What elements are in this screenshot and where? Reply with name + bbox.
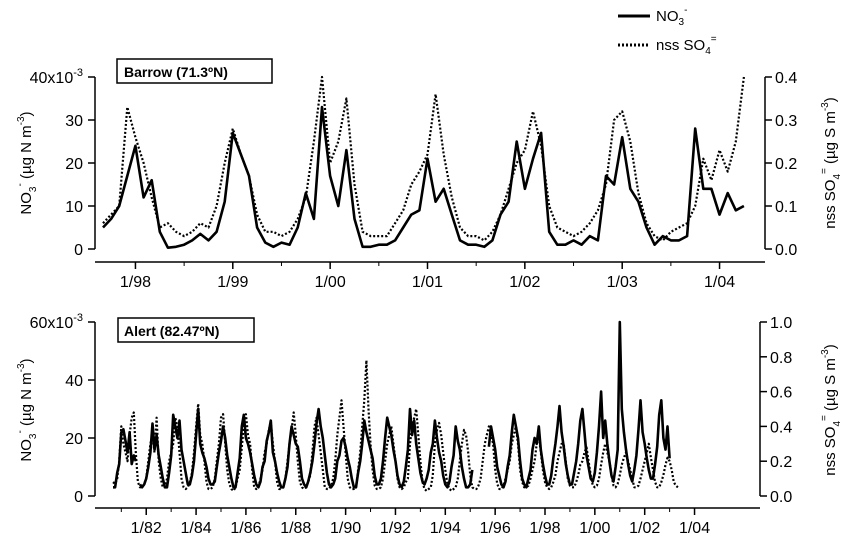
y-right-tick-label: 0.2 — [770, 454, 792, 471]
y-left-tick-label: 60x10-3 — [30, 312, 83, 332]
y-right-tick-label: 0.1 — [775, 199, 797, 216]
x-tick-label: 1/92 — [380, 520, 411, 537]
no3-series-line — [102, 105, 745, 249]
y-left-tick-label: 0 — [74, 242, 83, 259]
x-tick-label: 1/82 — [131, 520, 162, 537]
x-tick-label: 1/04 — [704, 274, 735, 291]
station-label-bottom: Alert (82.47ºN) — [124, 323, 219, 339]
y-left-tick-label: 10 — [65, 199, 83, 216]
x-tick-label: 1/90 — [330, 520, 361, 537]
x-tick-label: 1/88 — [280, 520, 311, 537]
y-right-tick-label: 0.8 — [770, 350, 792, 367]
station-label-box-top — [116, 58, 273, 84]
y-left-tick-label: 40 — [65, 373, 83, 390]
y-right-tick-label: 0.0 — [775, 242, 797, 259]
y-right-tick-label: 0.4 — [775, 70, 797, 87]
x-tick-label: 1/02 — [629, 520, 660, 537]
x-tick-label: 1/00 — [579, 520, 610, 537]
right-axis-ticks-bottom: 1.0 0.8 0.6 0.4 0.2 0.0 — [760, 315, 792, 506]
y-right-title-bottom: nss SO4= (µg S m-3) — [819, 344, 843, 475]
y-right-title-top: nss SO4= (µg S m-3) — [819, 97, 843, 228]
so4-series-line — [112, 359, 679, 492]
y-left-title-top: NO3- (µg N m-3) — [15, 111, 39, 214]
y-left-tick-label: 0 — [74, 489, 83, 506]
left-axis-ticks-bottom: 60x10-3 40 20 0 — [30, 312, 95, 506]
panel-top: Barrow (71.3ºN) 40x10-3 30 20 10 0 0.4 0.3 0.2… — [15, 58, 843, 291]
series-bottom — [112, 320, 679, 492]
x-tick-label: 1/00 — [315, 274, 346, 291]
x-axis-ticks-top: 1/98 1/99 1/00 1/01 1/02 1/03 1/04 — [120, 262, 735, 291]
y-left-title-bottom: NO3- (µg N m-3) — [15, 358, 39, 461]
x-tick-label: 1/01 — [412, 274, 443, 291]
no3-series-line — [113, 320, 671, 489]
y-left-tick-label: 30 — [65, 113, 83, 130]
y-left-tick-label: 20 — [65, 431, 83, 448]
legend-no3-label: NO3- — [656, 5, 687, 28]
x-tick-label: 1/96 — [480, 520, 511, 537]
legend: NO3- nss SO4= — [618, 5, 717, 57]
so4-series-line — [102, 75, 745, 242]
y-right-tick-label: 0.4 — [770, 419, 792, 436]
x-tick-label: 1/03 — [607, 274, 638, 291]
y-left-tick-label: 40x10-3 — [30, 67, 83, 87]
x-tick-label: 1/94 — [430, 520, 461, 537]
x-tick-label: 1/04 — [679, 520, 710, 537]
station-label-box-bottom — [117, 317, 255, 343]
y-left-tick-label: 20 — [65, 156, 83, 173]
legend-so4-label: nss SO4= — [656, 34, 717, 57]
y-right-tick-label: 0.2 — [775, 156, 797, 173]
y-right-tick-label: 0.6 — [770, 385, 792, 402]
x-axis-ticks-bottom: 1/82 1/84 1/86 1/88 1/90 1/92 1/94 1/96 1/98 1/00… — [120, 508, 710, 537]
panel-bottom: Alert (82.47ºN) 60x10-3 40 20 0 1.0 0.8 0.6 0.… — [15, 312, 843, 537]
y-right-tick-label: 1.0 — [770, 315, 792, 332]
x-tick-label: 1/86 — [230, 520, 261, 537]
right-axis-ticks-top: 0.4 0.3 0.2 0.1 0.0 — [765, 70, 797, 259]
station-label-top: Barrow (71.3ºN) — [124, 64, 228, 80]
y-right-tick-label: 0.3 — [775, 113, 797, 130]
x-tick-label: 1/84 — [181, 520, 212, 537]
x-tick-label: 1/98 — [120, 274, 151, 291]
y-right-tick-label: 0.0 — [770, 489, 792, 506]
x-tick-label: 1/99 — [217, 274, 248, 291]
x-tick-label: 1/02 — [509, 274, 540, 291]
x-tick-label: 1/98 — [529, 520, 560, 537]
left-axis-ticks-top: 40x10-3 30 20 10 0 — [30, 67, 95, 259]
series-top — [102, 75, 745, 249]
